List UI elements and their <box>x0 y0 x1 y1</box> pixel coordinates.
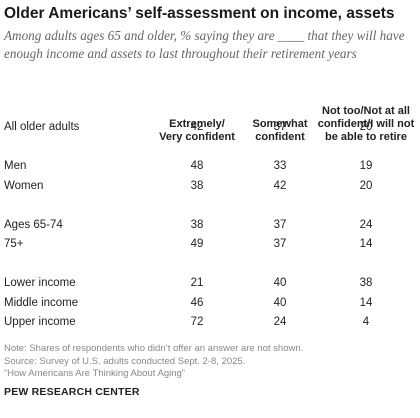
column-header-1: Extremely/Very confident <box>142 118 252 144</box>
table-cell: 24 <box>359 218 373 231</box>
table-cell: 37 <box>273 238 287 250</box>
table-cell: 19 <box>359 160 373 172</box>
table-cell: 46 <box>190 296 204 309</box>
table-cell: 37 <box>273 121 287 133</box>
table-cell: 33 <box>273 160 287 172</box>
table-cell: 40 <box>273 277 287 289</box>
column-header-line: Extremely/ <box>169 118 225 130</box>
table-cell: 20 <box>359 121 373 133</box>
column-header-3: Not too/Not at all confident/I will not be… <box>306 105 420 144</box>
row-label: 75+ <box>4 238 24 250</box>
row-label: Men <box>4 160 27 172</box>
row-label: Women <box>4 179 44 192</box>
table-cell: 20 <box>359 179 373 192</box>
table-cell: 4 <box>362 316 370 328</box>
table-cell: 38 <box>190 218 204 231</box>
note-text: Note: Shares of respondents who didn’t o… <box>4 343 304 354</box>
table-cell: 14 <box>359 238 373 250</box>
table-cell: 24 <box>273 316 287 328</box>
column-header-line: be able to retire <box>325 131 407 143</box>
report-title: “How Americans Are Thinking About Aging” <box>4 368 185 379</box>
row-label: Upper income <box>4 316 76 328</box>
column-header-line: Very confident <box>159 131 235 143</box>
chart-subtitle: Among adults ages 65 and older, % saying… <box>4 28 405 61</box>
column-header-line: Not too/Not at all <box>322 105 410 117</box>
row-label: Lower income <box>4 277 76 289</box>
table-cell: 48 <box>190 160 204 172</box>
table-cell: 42 <box>273 179 287 192</box>
table-cell: 38 <box>359 277 373 289</box>
table-cell: 40 <box>273 296 287 309</box>
table-cell: 42 <box>190 121 204 133</box>
chart-title: Older Americans’ self-assessment on inco… <box>4 5 395 22</box>
table-cell: 72 <box>190 316 204 328</box>
notes-block: Note: Shares of respondents who didn’t o… <box>4 343 416 381</box>
column-header-line: Somewhat <box>252 118 308 130</box>
row-label: Middle income <box>4 296 79 309</box>
table-cell: 14 <box>359 296 373 309</box>
organization-name: PEW RESEARCH CENTER <box>4 386 140 398</box>
table-cell: 38 <box>190 179 204 192</box>
table-cell: 49 <box>190 238 204 250</box>
row-label: Ages 65-74 <box>4 218 63 231</box>
table-cell: 21 <box>190 277 204 289</box>
row-label: All older adults <box>4 121 80 133</box>
column-header-2: Somewhat confident <box>235 118 325 144</box>
table-cell: 37 <box>273 218 287 231</box>
column-header-line: confident/I will not <box>317 118 415 130</box>
column-header-line: confident <box>255 131 305 143</box>
source-text: Source: Survey of U.S. adults conducted … <box>4 355 246 367</box>
